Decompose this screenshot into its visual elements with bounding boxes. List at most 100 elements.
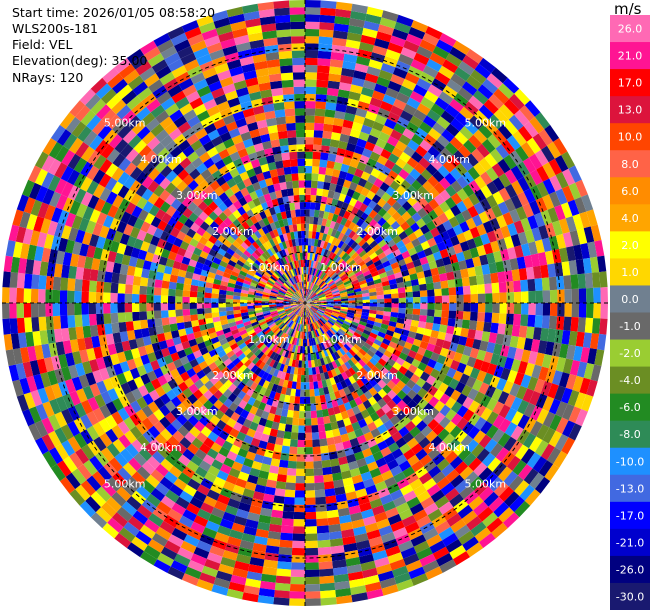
velocity-gate	[317, 279, 324, 287]
velocity-gate	[405, 308, 414, 315]
velocity-gate	[291, 344, 296, 353]
velocity-gate	[22, 228, 34, 245]
velocity-gate	[338, 426, 348, 436]
velocity-gate	[240, 306, 248, 310]
velocity-gate	[283, 300, 291, 303]
velocity-gate	[355, 341, 364, 349]
velocity-gate	[359, 335, 368, 343]
velocity-gate	[291, 359, 296, 368]
velocity-gate	[124, 293, 133, 303]
velocity-gate	[101, 481, 117, 497]
velocity-gate	[329, 531, 343, 540]
velocity-gate	[295, 475, 305, 484]
velocity-gate	[96, 313, 105, 325]
velocity-gate	[305, 303, 308, 310]
velocity-gate	[369, 97, 383, 108]
velocity-gate	[275, 437, 284, 446]
velocity-gate	[469, 226, 481, 239]
velocity-gate	[356, 351, 364, 360]
velocity-gate	[332, 293, 341, 297]
velocity-gate	[222, 327, 231, 334]
velocity-gate	[305, 108, 316, 116]
velocity-gate	[459, 221, 470, 233]
velocity-gate	[542, 396, 555, 412]
velocity-gate	[318, 255, 324, 263]
velocity-gate	[172, 260, 182, 270]
velocity-gate	[305, 533, 318, 542]
velocity-gate	[114, 342, 124, 354]
velocity-gate	[564, 289, 572, 303]
velocity-gate	[319, 318, 326, 325]
velocity-gate	[316, 310, 324, 316]
velocity-gate	[518, 325, 528, 338]
velocity-gate	[279, 312, 287, 318]
velocity-gate	[28, 406, 42, 424]
velocity-gate	[358, 249, 367, 258]
velocity-gate	[412, 338, 422, 347]
velocity-gate	[357, 177, 368, 188]
velocity-gate	[205, 420, 216, 432]
velocity-gate	[291, 425, 299, 433]
velocity-gate	[305, 562, 319, 570]
velocity-gate	[515, 146, 529, 162]
velocity-gate	[334, 342, 342, 350]
velocity-gate	[523, 173, 537, 189]
velocity-gate	[246, 412, 256, 422]
velocity-gate	[565, 374, 577, 390]
velocity-gate	[74, 290, 82, 303]
velocity-gate	[176, 276, 185, 284]
velocity-gate	[397, 287, 406, 294]
velocity-gate	[145, 474, 160, 488]
velocity-gate	[146, 493, 161, 508]
velocity-gate	[283, 304, 291, 307]
velocity-gate	[359, 154, 370, 165]
velocity-gate	[433, 316, 442, 325]
velocity-gate	[284, 307, 292, 311]
velocity-gate	[400, 110, 414, 122]
velocity-gate	[231, 461, 243, 472]
velocity-gate	[483, 321, 492, 333]
velocity-gate	[308, 338, 312, 346]
velocity-gate	[362, 306, 370, 310]
velocity-gate	[420, 425, 433, 437]
velocity-gate	[363, 478, 375, 489]
velocity-gate	[504, 394, 516, 408]
velocity-gate	[344, 550, 359, 560]
velocity-gate	[432, 216, 443, 228]
velocity-gate	[466, 356, 477, 368]
velocity-gate	[193, 490, 207, 503]
velocity-gate	[315, 94, 327, 103]
velocity-gate	[406, 437, 419, 449]
velocity-gate	[330, 262, 337, 270]
velocity-gate	[491, 312, 500, 324]
velocity-gate	[150, 359, 160, 371]
velocity-gate	[526, 137, 541, 154]
velocity-gate	[234, 560, 250, 572]
velocity-gate	[365, 581, 382, 593]
velocity-gate	[324, 109, 336, 118]
velocity-gate	[224, 505, 239, 516]
velocity-gate	[161, 317, 170, 326]
velocity-gate	[416, 78, 432, 91]
velocity-gate	[362, 299, 370, 303]
velocity-gate	[386, 135, 399, 147]
velocity-gate	[274, 318, 282, 325]
velocity-gate	[358, 238, 367, 247]
velocity-gate	[422, 115, 437, 128]
velocity-gate	[224, 370, 234, 380]
velocity-gate	[465, 337, 475, 348]
velocity-gate	[305, 303, 310, 310]
velocity-gate	[347, 359, 355, 368]
velocity-gate	[317, 292, 325, 297]
velocity-gate	[424, 502, 439, 516]
velocity-gate	[374, 362, 384, 371]
velocity-gate	[358, 279, 367, 286]
velocity-gate	[334, 412, 343, 422]
velocity-gate	[321, 459, 331, 468]
velocity-gate	[481, 331, 491, 342]
velocity-gate	[312, 315, 317, 322]
velocity-gate	[348, 297, 356, 301]
velocity-gate	[481, 264, 491, 275]
velocity-gate	[527, 278, 536, 292]
velocity-gate	[348, 230, 356, 239]
